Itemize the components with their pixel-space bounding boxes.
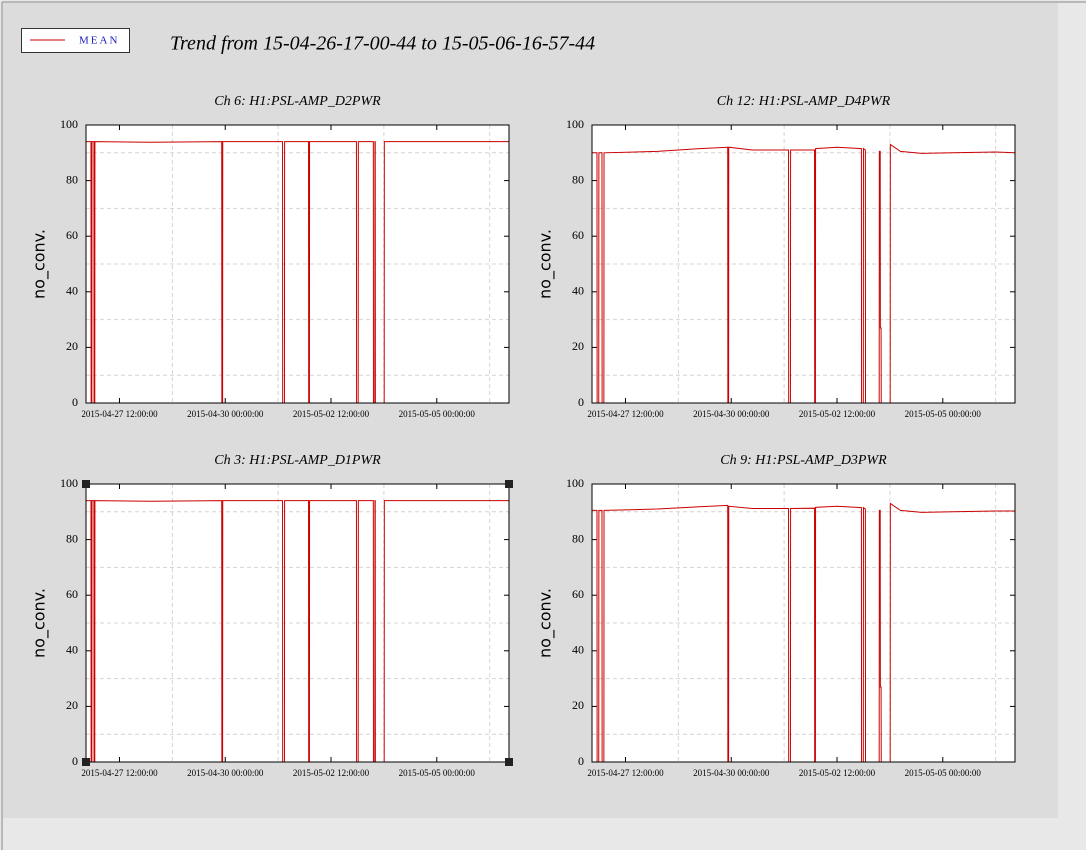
page-title: Trend from 15-04-26-17-00-44 to 15-05-06… bbox=[170, 33, 595, 55]
y-tick-label: 80 bbox=[66, 531, 78, 545]
x-tick-label: 2015-05-05 00:00:00 bbox=[905, 409, 982, 419]
y-tick-label: 60 bbox=[572, 587, 584, 601]
y-tick-label: 40 bbox=[572, 643, 584, 657]
y-tick-label: 100 bbox=[60, 117, 78, 131]
x-tick-label: 2015-04-27 12:00:00 bbox=[587, 409, 664, 419]
y-tick-label: 20 bbox=[66, 698, 78, 712]
y-tick-label: 100 bbox=[60, 476, 78, 490]
selection-handle bbox=[505, 758, 513, 766]
x-tick-label: 2015-05-02 12:00:00 bbox=[293, 768, 370, 778]
y-tick-label: 0 bbox=[72, 754, 78, 768]
y-tick-label: 20 bbox=[572, 698, 584, 712]
y-tick-label: 60 bbox=[66, 587, 78, 601]
x-tick-label: 2015-04-27 12:00:00 bbox=[81, 409, 158, 419]
y-tick-label: 20 bbox=[572, 339, 584, 353]
y-tick-label: 0 bbox=[578, 754, 584, 768]
chart-title: Ch 9: H1:PSL-AMP_D3PWR bbox=[720, 453, 887, 468]
y-tick-label: 40 bbox=[66, 643, 78, 657]
y-tick-label: 80 bbox=[66, 172, 78, 186]
legend-label: MEAN bbox=[79, 35, 119, 47]
x-tick-label: 2015-04-30 00:00:00 bbox=[693, 409, 770, 419]
plot-frame bbox=[85, 124, 510, 404]
chart-title: Ch 3: H1:PSL-AMP_D1PWR bbox=[214, 453, 381, 468]
y-tick-label: 100 bbox=[566, 117, 584, 131]
y-tick-label: 40 bbox=[572, 284, 584, 298]
x-tick-label: 2015-05-05 00:00:00 bbox=[399, 768, 476, 778]
x-tick-label: 2015-05-02 12:00:00 bbox=[799, 409, 876, 419]
x-tick-label: 2015-04-30 00:00:00 bbox=[187, 409, 264, 419]
selection-handle bbox=[505, 480, 513, 488]
plot-frame bbox=[85, 483, 510, 763]
y-tick-label: 20 bbox=[66, 339, 78, 353]
y-tick-label: 0 bbox=[578, 395, 584, 409]
x-tick-label: 2015-04-27 12:00:00 bbox=[587, 768, 664, 778]
plot-frame bbox=[591, 483, 1016, 763]
chart-title: Ch 12: H1:PSL-AMP_D4PWR bbox=[717, 94, 891, 109]
series-line bbox=[86, 141, 509, 404]
selection-handle bbox=[82, 758, 90, 766]
y-tick-label: 80 bbox=[572, 172, 584, 186]
series-line bbox=[86, 500, 509, 763]
y-tick-label: 60 bbox=[572, 228, 584, 242]
x-tick-label: 2015-05-05 00:00:00 bbox=[399, 409, 476, 419]
y-axis-label: no_conv. bbox=[30, 588, 50, 658]
x-tick-label: 2015-04-30 00:00:00 bbox=[693, 768, 770, 778]
y-tick-label: 60 bbox=[66, 228, 78, 242]
chart-title: Ch 6: H1:PSL-AMP_D2PWR bbox=[214, 94, 381, 109]
y-tick-label: 40 bbox=[66, 284, 78, 298]
x-tick-label: 2015-04-27 12:00:00 bbox=[81, 768, 158, 778]
selection-handle bbox=[82, 480, 90, 488]
y-tick-label: 100 bbox=[566, 476, 584, 490]
y-axis-label: no_conv. bbox=[536, 229, 556, 299]
x-tick-label: 2015-05-05 00:00:00 bbox=[905, 768, 982, 778]
y-tick-label: 0 bbox=[72, 395, 78, 409]
y-tick-label: 80 bbox=[572, 531, 584, 545]
x-tick-label: 2015-04-30 00:00:00 bbox=[187, 768, 264, 778]
plot-frame bbox=[591, 124, 1016, 404]
y-axis-label: no_conv. bbox=[30, 229, 50, 299]
x-tick-label: 2015-05-02 12:00:00 bbox=[293, 409, 370, 419]
x-tick-label: 2015-05-02 12:00:00 bbox=[799, 768, 876, 778]
y-axis-label: no_conv. bbox=[536, 588, 556, 658]
